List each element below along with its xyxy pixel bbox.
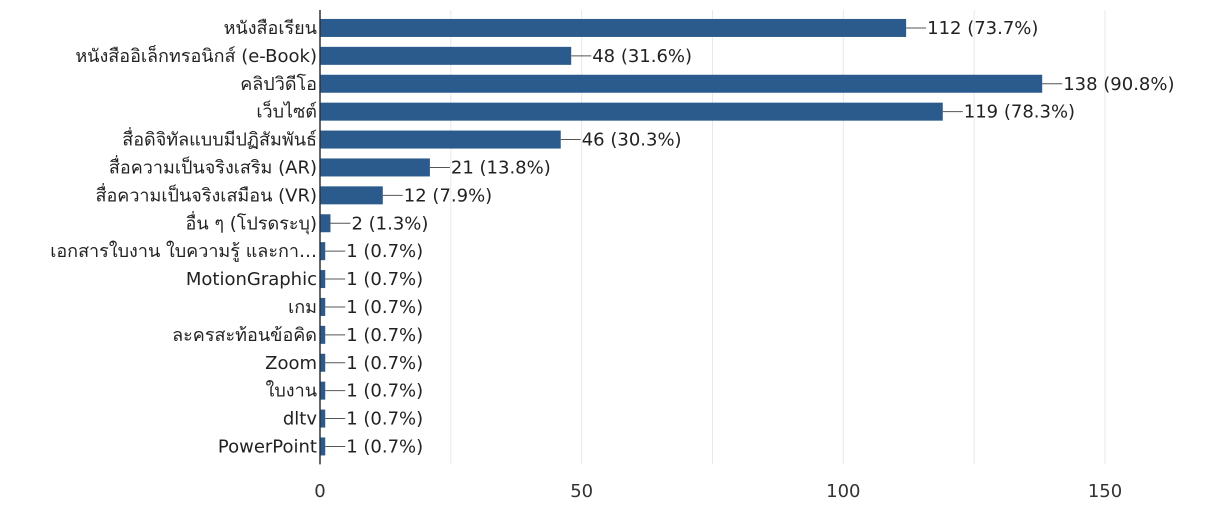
bar [320,325,326,344]
value-label: 12 (7.9%) [404,185,492,206]
x-tick-label: 100 [826,481,860,502]
bar [320,297,326,316]
label-layer: หนังสือเรียน 112 (73.7%) หนังสืออิเล็กทรอน… [50,18,1174,458]
value-label: 21 (13.8%) [451,157,551,178]
bar [320,270,326,289]
category-label: สื่อดิจิทัลแบบมีปฏิสัมพันธ์ [122,127,317,151]
bar [320,381,326,400]
value-label: 1 (0.7%) [346,269,423,290]
tick-layer: 0 50 100 150 [314,481,1122,502]
category-label: ใบงาน [266,380,317,402]
x-tick-label: 0 [314,481,325,502]
bar [320,46,572,65]
category-label: สื่อความเป็นจริงเสมือน (VR) [95,182,317,206]
value-label: 1 (0.7%) [346,241,423,262]
category-label: หนังสือเรียน [224,18,317,39]
bar [320,353,326,372]
bar [320,409,326,428]
value-label: 48 (31.6%) [592,46,692,67]
bar [320,102,943,121]
category-label: ละครสะท้อนข้อคิด [172,325,317,346]
value-label: 1 (0.7%) [346,381,423,402]
value-label: 1 (0.7%) [346,325,423,346]
category-label: PowerPoint [218,436,317,457]
category-label: เกม [288,297,317,318]
value-label: 1 (0.7%) [346,353,423,374]
bar [320,214,331,233]
category-label: Zoom [265,353,317,374]
category-label: เอกสารใบงาน ใบความรู้ และกา… [50,240,317,262]
bar [320,74,1043,93]
value-label: 1 (0.7%) [346,409,423,430]
bar [320,18,907,37]
value-label: 1 (0.7%) [346,436,423,457]
category-label: dltv [283,409,317,430]
category-label: หนังสืออิเล็กทรอนิกส์ (e-Book) [75,44,317,67]
value-label: 2 (1.3%) [351,213,428,234]
category-label: คลิปวิดีโอ [240,73,317,95]
bar [320,437,326,456]
bar-layer [320,18,1043,456]
category-label: MotionGraphic [186,269,317,290]
category-label: อื่น ๆ (โปรดระบุ) [186,210,317,234]
value-label: 112 (73.7%) [927,18,1038,39]
category-label: สื่อความเป็นจริงเสริม (AR) [109,154,317,178]
bar [320,130,561,149]
bar [320,158,430,177]
bar [320,242,326,261]
bar [320,186,383,205]
value-label: 46 (30.3%) [582,130,682,151]
value-label: 1 (0.7%) [346,297,423,318]
value-label: 119 (78.3%) [964,102,1075,123]
x-tick-label: 150 [1088,481,1122,502]
category-label: เว็บไซต์ [256,100,317,123]
x-tick-label: 50 [570,481,593,502]
value-label: 138 (90.8%) [1063,74,1174,95]
